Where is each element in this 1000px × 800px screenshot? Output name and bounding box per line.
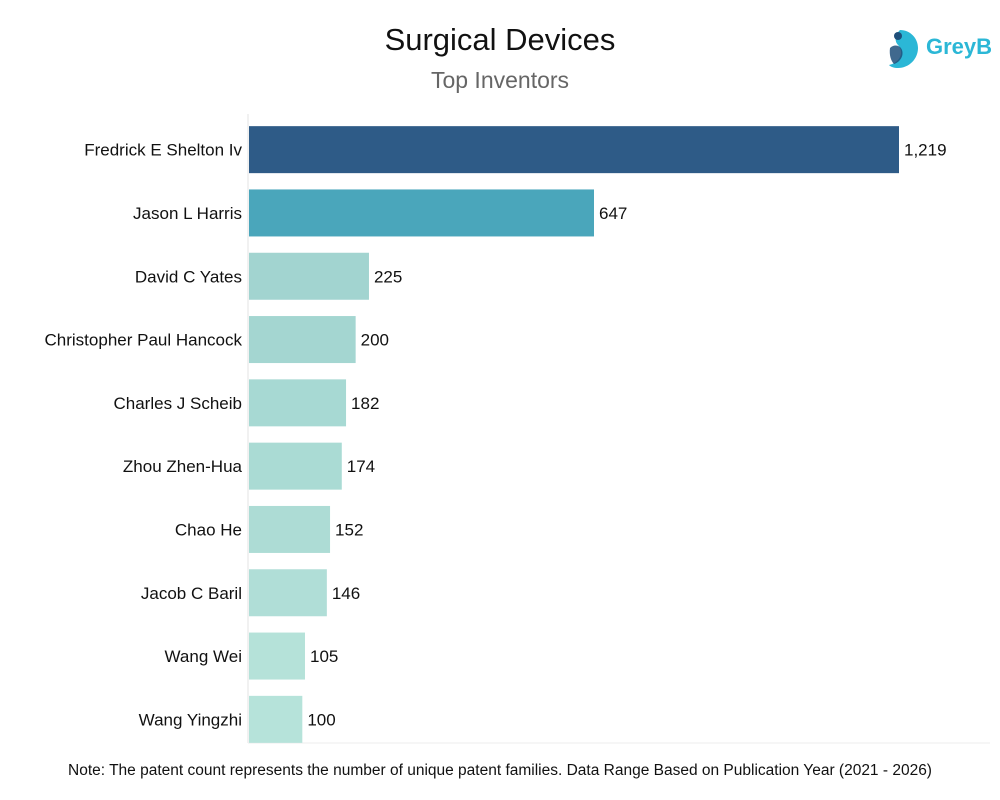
chart-title: Surgical Devices [384, 22, 616, 57]
bar [249, 252, 369, 300]
greyb-logo-text: GreyB [926, 34, 993, 59]
bar [249, 442, 342, 490]
category-label: Jacob C Baril [141, 584, 242, 603]
bar [249, 126, 899, 174]
category-label: Jason L Harris [133, 204, 242, 223]
footnote: Note: The patent count represents the nu… [68, 762, 932, 779]
category-label: Wang Wei [165, 647, 242, 666]
bar [249, 505, 331, 553]
category-label: Wang Yingzhi [139, 710, 242, 729]
category-label: David C Yates [135, 267, 242, 286]
value-label: 1,219 [904, 141, 947, 160]
bar [249, 569, 327, 617]
bar [249, 189, 594, 237]
value-label: 100 [307, 710, 335, 729]
value-label: 146 [332, 584, 360, 603]
category-label: Zhou Zhen-Hua [123, 457, 243, 476]
value-label: 182 [351, 394, 379, 413]
bar [249, 632, 305, 680]
value-label: 225 [374, 267, 402, 286]
category-label: Charles J Scheib [113, 394, 242, 413]
category-label: Chao He [175, 520, 242, 539]
value-label: 200 [361, 331, 389, 350]
value-label: 174 [347, 457, 375, 476]
value-label: 152 [335, 520, 363, 539]
greyb-logo: GreyB [886, 28, 998, 72]
greyb-logo-icon [889, 30, 918, 68]
value-label: 105 [310, 647, 338, 666]
value-label: 647 [599, 204, 627, 223]
chart-subtitle: Top Inventors [430, 67, 570, 93]
category-label: Fredrick E Shelton Iv [84, 141, 242, 160]
bar [249, 316, 356, 364]
bar [249, 379, 347, 427]
bar-chart: Fredrick E Shelton Iv 1,219 Jason L Harris… [45, 114, 990, 744]
bar [249, 695, 303, 743]
category-label: Christopher Paul Hancock [45, 331, 243, 350]
